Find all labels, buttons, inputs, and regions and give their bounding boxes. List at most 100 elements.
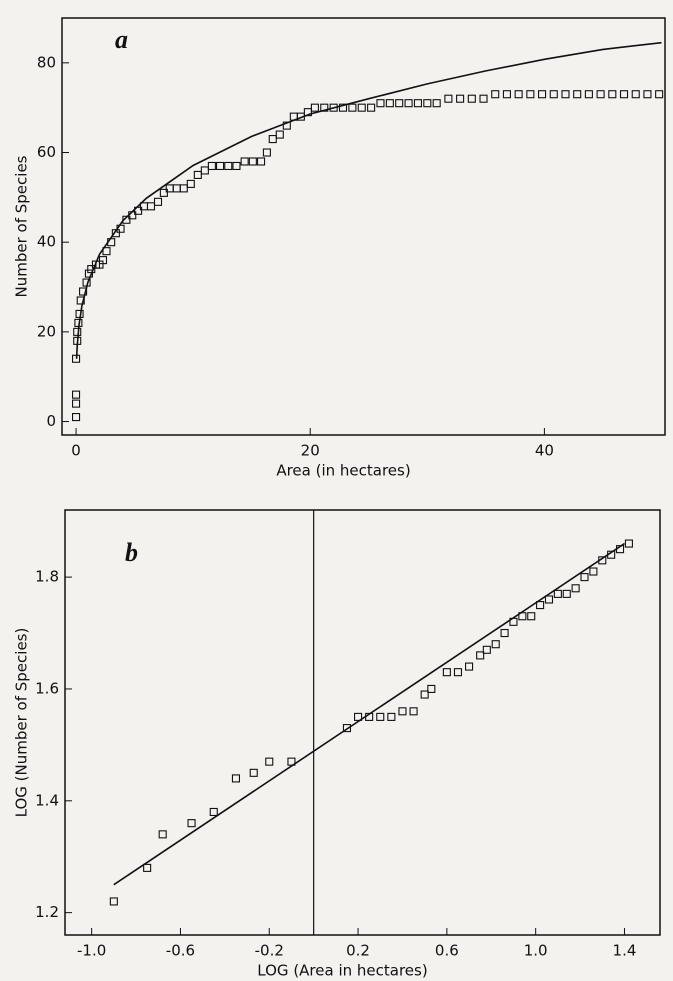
x-tick-label: 0 [71, 442, 81, 460]
point [491, 90, 500, 99]
point [187, 819, 196, 828]
point [179, 184, 188, 193]
point [209, 807, 218, 817]
y-tick-label: 1.8 [35, 568, 59, 586]
point [338, 103, 348, 112]
point [73, 327, 82, 336]
point [580, 573, 589, 582]
point [265, 757, 274, 766]
x-tick-label: 0.6 [435, 942, 459, 960]
y-tick-label: 1.2 [35, 903, 59, 921]
y-tick-label: 60 [37, 143, 56, 161]
point [584, 90, 593, 99]
x-tick-label: -1.0 [77, 942, 106, 960]
point [354, 712, 363, 721]
point [527, 612, 536, 621]
y-axis-label: Number of Species [13, 155, 31, 297]
point [76, 296, 85, 305]
point [200, 166, 209, 175]
x-tick-label: 20 [301, 442, 320, 460]
y-tick-label: 0 [46, 412, 56, 430]
point [624, 539, 633, 548]
point [631, 90, 640, 99]
point [456, 94, 465, 103]
point [186, 179, 195, 188]
point [320, 103, 329, 112]
point [275, 130, 284, 139]
point [538, 90, 547, 99]
point [409, 707, 418, 716]
point [608, 90, 617, 99]
point [404, 99, 413, 108]
point [357, 103, 366, 112]
point [561, 90, 570, 99]
point [573, 90, 582, 99]
x-tick-label: 1.0 [524, 942, 548, 960]
y-tick-label: 1.4 [35, 791, 59, 809]
fit-line [75, 41, 662, 359]
point [231, 774, 241, 783]
y-axis-label: LOG (Number of Species) [13, 628, 31, 818]
x-tick-label: 40 [535, 442, 554, 460]
point [526, 90, 535, 99]
x-tick-label: -0.2 [255, 942, 284, 960]
point [395, 99, 404, 108]
point [442, 668, 451, 677]
point [158, 830, 167, 839]
point [268, 135, 277, 144]
point [159, 188, 168, 197]
point [432, 99, 441, 108]
point [143, 863, 152, 872]
y-tick-label: 20 [37, 322, 56, 340]
point [376, 712, 385, 721]
point [102, 247, 111, 256]
point [79, 287, 88, 296]
point [544, 595, 554, 604]
point [502, 90, 511, 99]
fit-line [113, 542, 625, 886]
point [342, 724, 352, 733]
plot-frame [64, 509, 661, 936]
y-tick-label: 40 [37, 233, 56, 251]
point [240, 157, 249, 166]
point [387, 712, 396, 721]
point [549, 90, 558, 99]
point [453, 668, 463, 677]
point [514, 90, 523, 99]
point [619, 90, 629, 99]
point [482, 645, 491, 654]
plot-frame [61, 17, 666, 436]
point [491, 640, 500, 649]
point [385, 99, 394, 108]
point [310, 103, 319, 112]
x-axis-label: Area (in hectares) [276, 462, 410, 480]
x-tick-label: 0.2 [346, 942, 370, 960]
point [596, 90, 605, 99]
y-tick-label: 80 [37, 53, 56, 71]
point [413, 99, 422, 108]
point [72, 399, 81, 408]
point [643, 90, 652, 99]
point [536, 601, 545, 610]
x-tick-label: -0.6 [166, 942, 195, 960]
point [207, 161, 216, 171]
point [256, 157, 266, 166]
point [248, 157, 257, 166]
point [72, 413, 81, 422]
point [444, 94, 453, 103]
point [398, 707, 407, 716]
point [249, 768, 258, 777]
point [153, 197, 163, 206]
point [72, 390, 81, 399]
point [193, 170, 202, 179]
point [465, 662, 474, 671]
point [262, 148, 271, 157]
panel-label: a [115, 25, 128, 54]
point [571, 584, 580, 593]
point [376, 99, 385, 108]
point [589, 567, 598, 576]
point [348, 103, 357, 112]
point [109, 897, 118, 906]
